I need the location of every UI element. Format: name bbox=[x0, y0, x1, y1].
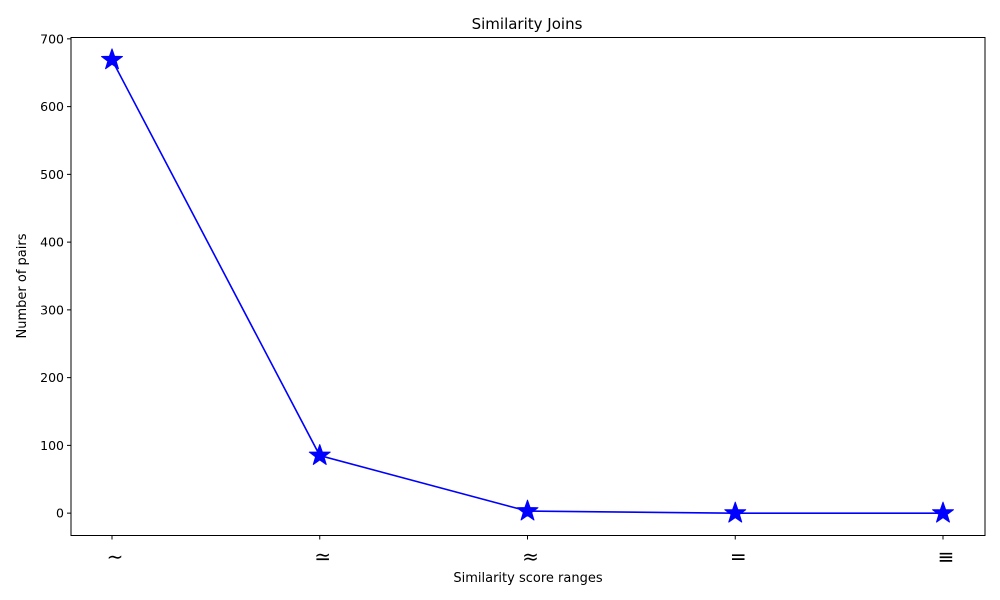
y-tick-label: 400 bbox=[40, 235, 64, 250]
y-tick-label: 700 bbox=[40, 31, 64, 46]
axes-frame bbox=[70, 37, 986, 536]
y-axis-label: Number of pairs bbox=[15, 233, 30, 338]
y-tick-label: 500 bbox=[40, 167, 64, 182]
data-point-star bbox=[724, 501, 747, 523]
data-point-star bbox=[932, 501, 954, 523]
y-axis: 0 100 200 300 400 500 600 700 bbox=[40, 31, 71, 521]
y-tick-label: 0 bbox=[56, 506, 64, 521]
series-line bbox=[111, 59, 943, 514]
x-tick-label: ∼ bbox=[107, 545, 124, 569]
plot-area bbox=[101, 48, 954, 523]
y-tick-label: 600 bbox=[40, 99, 64, 114]
x-tick-label: ≈ bbox=[522, 545, 539, 569]
data-point-star bbox=[308, 444, 331, 465]
data-point-star bbox=[516, 499, 539, 521]
x-axis: ∼ ≃ ≈ = ≡ bbox=[107, 535, 955, 569]
y-tick-label: 200 bbox=[40, 370, 64, 385]
data-point-star bbox=[101, 48, 123, 70]
y-tick-label: 300 bbox=[40, 302, 64, 317]
x-tick-label: ≃ bbox=[314, 545, 331, 569]
x-tick-label: ≡ bbox=[938, 545, 955, 569]
chart-title: Similarity Joins bbox=[472, 15, 583, 33]
x-axis-label: Similarity score ranges bbox=[453, 571, 602, 586]
y-tick-label: 100 bbox=[40, 438, 64, 453]
x-tick-label: = bbox=[730, 545, 747, 569]
